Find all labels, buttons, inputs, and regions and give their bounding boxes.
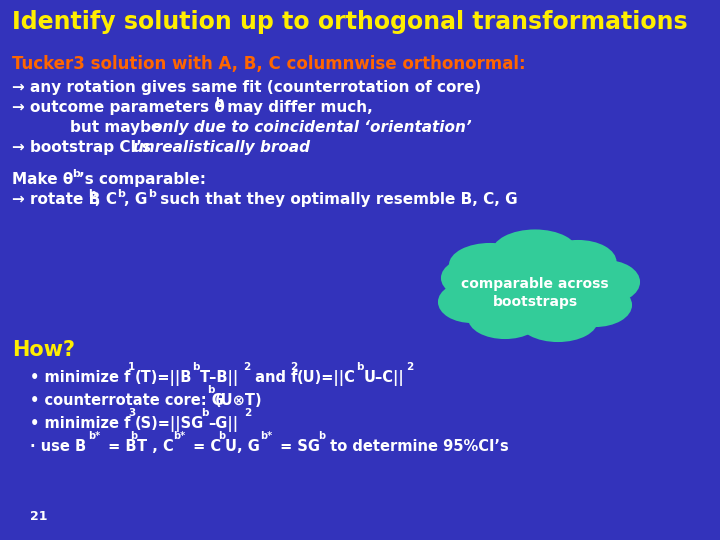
Text: → any rotation gives same fit (counterrotation of core): → any rotation gives same fit (counterro…: [12, 80, 481, 95]
Ellipse shape: [492, 231, 577, 275]
Text: but maybe: but maybe: [70, 120, 166, 135]
Text: Identify solution up to orthogonal transformations: Identify solution up to orthogonal trans…: [12, 10, 688, 34]
Text: b*: b*: [260, 431, 272, 441]
Text: such that they optimally resemble B, C, G: such that they optimally resemble B, C, …: [155, 192, 518, 207]
Text: b: b: [218, 431, 225, 441]
Text: • counterrotate core: G: • counterrotate core: G: [30, 393, 224, 408]
Text: = B: = B: [103, 439, 137, 454]
Ellipse shape: [571, 261, 639, 303]
Text: Make θ: Make θ: [12, 172, 73, 187]
Text: b: b: [201, 408, 209, 418]
Text: 1: 1: [128, 362, 135, 372]
Text: (U)=||C: (U)=||C: [297, 370, 356, 386]
Text: 3: 3: [128, 408, 135, 418]
Text: (T)=||B: (T)=||B: [135, 370, 192, 386]
Text: b*: b*: [173, 431, 185, 441]
Text: = C: = C: [188, 439, 221, 454]
Text: How?: How?: [12, 340, 75, 360]
Text: = SG: = SG: [275, 439, 320, 454]
Text: b: b: [130, 431, 137, 441]
Text: Tucker3 solution with A, B, C columnwise orthonormal:: Tucker3 solution with A, B, C columnwise…: [12, 55, 526, 73]
Text: to determine 95%CI’s: to determine 95%CI’s: [325, 439, 509, 454]
Text: (S)=||SG: (S)=||SG: [135, 416, 204, 432]
Text: b: b: [117, 189, 125, 199]
Text: may differ much,: may differ much,: [222, 100, 373, 115]
Ellipse shape: [450, 244, 530, 286]
Text: T–B||: T–B||: [200, 370, 239, 386]
Text: b: b: [88, 189, 96, 199]
Text: · use B: · use B: [30, 439, 86, 454]
Text: → outcome parameters θ: → outcome parameters θ: [12, 100, 225, 115]
Text: b: b: [148, 189, 156, 199]
Text: T , C: T , C: [137, 439, 174, 454]
Ellipse shape: [469, 298, 541, 338]
Text: 2: 2: [406, 362, 413, 372]
Text: b*: b*: [88, 431, 100, 441]
Ellipse shape: [439, 282, 505, 322]
Text: (U⊗T): (U⊗T): [215, 393, 263, 408]
Text: 2: 2: [290, 362, 297, 372]
Ellipse shape: [559, 284, 631, 326]
Ellipse shape: [541, 241, 616, 283]
Text: b: b: [207, 385, 215, 395]
Ellipse shape: [442, 258, 508, 298]
Text: , C: , C: [95, 192, 117, 207]
Text: → bootstrap CI’s: → bootstrap CI’s: [12, 140, 156, 155]
Text: comparable across
bootstraps: comparable across bootstraps: [462, 277, 609, 309]
Text: b: b: [215, 97, 223, 107]
Text: unrealistically broad: unrealistically broad: [133, 140, 310, 155]
Text: → rotate B: → rotate B: [12, 192, 100, 207]
Text: 2: 2: [244, 408, 251, 418]
Ellipse shape: [519, 299, 597, 341]
Text: only due to coincidental ‘orientation’: only due to coincidental ‘orientation’: [152, 120, 472, 135]
Text: b: b: [318, 431, 325, 441]
Text: , G: , G: [124, 192, 148, 207]
Text: ’s comparable:: ’s comparable:: [79, 172, 206, 187]
Text: 21: 21: [30, 510, 48, 523]
Text: U, G: U, G: [225, 439, 260, 454]
Text: 2: 2: [243, 362, 251, 372]
Text: and f: and f: [250, 370, 297, 385]
Ellipse shape: [475, 258, 595, 322]
Text: • minimize f: • minimize f: [30, 416, 130, 431]
Text: b: b: [192, 362, 199, 372]
Text: • minimize f: • minimize f: [30, 370, 130, 385]
Text: b: b: [72, 169, 80, 179]
Text: –G||: –G||: [208, 416, 238, 432]
Text: b: b: [356, 362, 364, 372]
Text: U–C||: U–C||: [364, 370, 405, 386]
